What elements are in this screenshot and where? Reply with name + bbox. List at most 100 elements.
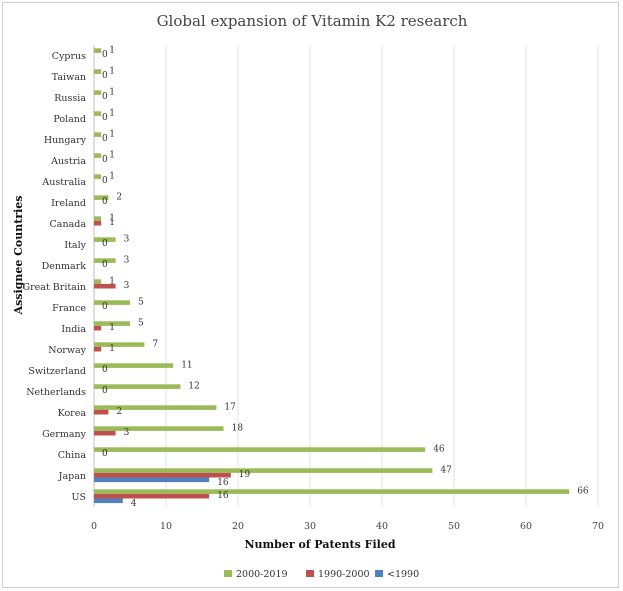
category-label: Austria xyxy=(50,156,86,167)
bar xyxy=(94,342,145,347)
data-label: 0 xyxy=(102,239,108,249)
x-tick-label: 40 xyxy=(376,521,388,532)
data-label: 1 xyxy=(109,150,115,160)
data-label: 0 xyxy=(102,197,108,207)
data-label: 1 xyxy=(109,276,115,286)
category-label: India xyxy=(61,324,86,335)
data-label: 3 xyxy=(124,428,130,438)
data-label: 0 xyxy=(102,176,108,186)
bar xyxy=(94,69,102,74)
category-label: Germany xyxy=(42,429,87,440)
bar xyxy=(94,237,116,242)
bar xyxy=(94,283,116,289)
data-label: 18 xyxy=(232,423,244,433)
y-axis-label: Assignee Countries xyxy=(12,196,25,316)
bar xyxy=(94,216,102,221)
category-label: Canada xyxy=(50,219,87,230)
bar xyxy=(94,48,102,53)
x-tick-label: 0 xyxy=(91,521,97,532)
data-label: 1 xyxy=(109,87,115,97)
data-label: 46 xyxy=(433,444,445,454)
category-label: Taiwan xyxy=(52,72,86,83)
data-label: 2 xyxy=(116,192,122,202)
x-tick-label: 30 xyxy=(304,521,316,532)
bar xyxy=(94,447,426,452)
data-label: 12 xyxy=(188,381,199,391)
bar xyxy=(94,472,231,478)
data-label: 0 xyxy=(102,449,108,459)
data-label: 0 xyxy=(102,365,108,375)
legend-label: 1990-2000 xyxy=(318,569,370,580)
category-label: Switzerland xyxy=(28,366,86,377)
category-label: France xyxy=(52,303,86,314)
category-label: Australia xyxy=(41,177,86,188)
data-label: 1 xyxy=(109,108,115,118)
x-tick-label: 10 xyxy=(160,521,172,532)
data-label: 5 xyxy=(138,297,144,307)
category-label: Russia xyxy=(54,93,86,104)
data-label: 0 xyxy=(102,113,108,123)
data-label: 0 xyxy=(102,302,108,312)
data-label: 0 xyxy=(102,50,108,60)
bar xyxy=(94,384,181,389)
data-label: 0 xyxy=(102,71,108,81)
bar xyxy=(94,426,224,431)
category-label: Norway xyxy=(48,345,86,356)
data-label: 4 xyxy=(131,499,137,509)
data-label: 17 xyxy=(224,402,236,412)
data-label: 0 xyxy=(102,134,108,144)
category-label: Poland xyxy=(53,114,86,125)
x-tick-label: 50 xyxy=(448,521,460,532)
category-label: Denmark xyxy=(42,261,87,272)
category-label: Italy xyxy=(64,240,86,251)
bar xyxy=(94,325,102,331)
data-label: 47 xyxy=(440,465,452,475)
bar xyxy=(94,321,130,326)
data-label: 0 xyxy=(102,155,108,165)
legend-swatch xyxy=(375,570,383,577)
bar xyxy=(94,493,210,499)
bar xyxy=(94,409,109,415)
bar xyxy=(94,498,123,504)
bars xyxy=(94,48,570,504)
x-tick-labels: 0 10 20 30 40 50 60 70 xyxy=(91,521,604,532)
bar xyxy=(94,468,433,473)
legend-swatch xyxy=(306,570,314,577)
data-label: 1 xyxy=(109,218,115,228)
bar xyxy=(94,363,174,368)
category-label: Korea xyxy=(58,408,87,419)
category-label: Hungary xyxy=(44,135,87,146)
category-label: US xyxy=(71,492,86,503)
data-label: 16 xyxy=(217,491,229,501)
category-label: Ireland xyxy=(51,198,86,209)
x-tick-label: 60 xyxy=(520,521,532,532)
bar xyxy=(94,300,130,305)
category-label: Japan xyxy=(58,471,86,482)
data-label: 1 xyxy=(109,171,115,181)
category-label: Great Britain xyxy=(23,282,86,293)
category-label: China xyxy=(58,450,87,461)
bar xyxy=(94,477,210,483)
bar xyxy=(94,489,570,494)
chart-title: Global expansion of Vitamin K2 research xyxy=(157,12,468,30)
data-label: 1 xyxy=(109,45,115,55)
bar xyxy=(94,405,217,410)
bar xyxy=(94,258,116,263)
data-label: 3 xyxy=(124,255,130,265)
data-label: 1 xyxy=(109,344,115,354)
data-label: 1 xyxy=(109,323,115,333)
bar xyxy=(94,430,116,436)
legend-label: 2000-2019 xyxy=(236,569,288,580)
bar xyxy=(94,174,102,179)
bar xyxy=(94,346,102,352)
data-label: 7 xyxy=(152,339,158,349)
category-label: Cyprus xyxy=(52,51,86,62)
legend: 2000-2019 1990-2000 <1990 xyxy=(224,569,419,580)
data-label: 0 xyxy=(102,260,108,270)
data-label: 1 xyxy=(109,213,115,223)
category-labels: US Japan China Germany Korea Netherlands Switz… xyxy=(23,51,87,503)
grid-lines xyxy=(93,45,599,507)
x-tick-label: 70 xyxy=(592,521,604,532)
